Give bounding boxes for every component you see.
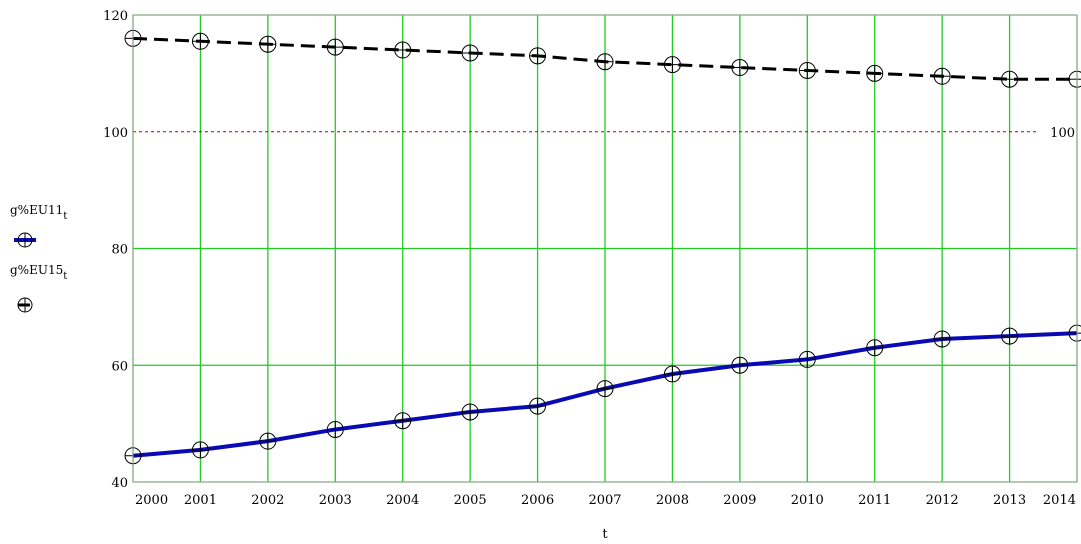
y-tick-label: 60 xyxy=(111,359,128,374)
data-point xyxy=(326,420,344,438)
y-tick-label: 40 xyxy=(111,476,128,491)
x-tick-label: 2007 xyxy=(588,493,621,508)
x-tick-label: 2012 xyxy=(926,493,959,508)
x-tick-label: 2003 xyxy=(319,493,352,508)
grid xyxy=(132,14,1078,483)
data-point xyxy=(731,59,749,77)
data-point xyxy=(1068,70,1081,88)
x-tick-label: 2009 xyxy=(723,493,756,508)
legend-symbol-0 xyxy=(14,232,36,248)
x-axis-label: t xyxy=(602,527,608,542)
data-point xyxy=(394,412,412,430)
data-point xyxy=(259,35,277,53)
data-point xyxy=(866,64,884,82)
x-tick-label: 2002 xyxy=(251,493,284,508)
x-tick-label: 2001 xyxy=(184,493,217,508)
data-point xyxy=(326,38,344,56)
data-point xyxy=(1001,70,1019,88)
x-tick-label: 2004 xyxy=(386,493,419,508)
data-point xyxy=(461,44,479,62)
x-tick-label: 2011 xyxy=(858,493,891,508)
data-point xyxy=(798,61,816,79)
data-point xyxy=(798,350,816,368)
data-point xyxy=(191,441,209,459)
data-point xyxy=(933,67,951,85)
y-tick-label: 120 xyxy=(103,9,128,24)
x-tick-label: 2005 xyxy=(454,493,487,508)
x-tick-label: 2008 xyxy=(656,493,689,508)
x-tick-label: 2006 xyxy=(521,493,554,508)
legend-label-0: g%EU11t xyxy=(10,203,67,222)
data-point xyxy=(529,47,547,65)
data-point xyxy=(731,356,749,374)
x-tick-labels: 2000 2001 2002 2003 2004 2005 2006 2007 2008 2009… xyxy=(135,493,1076,508)
data-point xyxy=(596,53,614,71)
data-point xyxy=(1001,327,1019,345)
plot-frame xyxy=(132,14,1078,483)
data-point xyxy=(1068,324,1081,342)
data-point xyxy=(663,365,681,383)
data-point xyxy=(461,403,479,421)
data-point xyxy=(259,432,277,450)
data-point xyxy=(596,380,614,398)
reference-line-group: 100 xyxy=(133,126,1075,141)
legend-symbol-1 xyxy=(17,297,33,313)
data-point xyxy=(394,41,412,59)
x-tick-label: 2014 xyxy=(1043,493,1076,508)
y-tick-label: 100 xyxy=(103,126,128,141)
legend: g%EU11t g%EU15t xyxy=(10,203,67,313)
data-point xyxy=(933,330,951,348)
x-tick-label: 2010 xyxy=(791,493,824,508)
reference-line-label: 100 xyxy=(1050,126,1075,141)
data-point xyxy=(191,32,209,50)
x-tick-label: 2000 xyxy=(135,493,168,508)
data-point xyxy=(663,56,681,74)
x-tick-label: 2013 xyxy=(993,493,1026,508)
y-tick-labels: 40 60 80 100 120 xyxy=(103,9,128,491)
legend-label-1: g%EU15t xyxy=(10,263,67,282)
data-point xyxy=(529,397,547,415)
y-tick-label: 80 xyxy=(111,243,128,258)
data-point xyxy=(866,339,884,357)
